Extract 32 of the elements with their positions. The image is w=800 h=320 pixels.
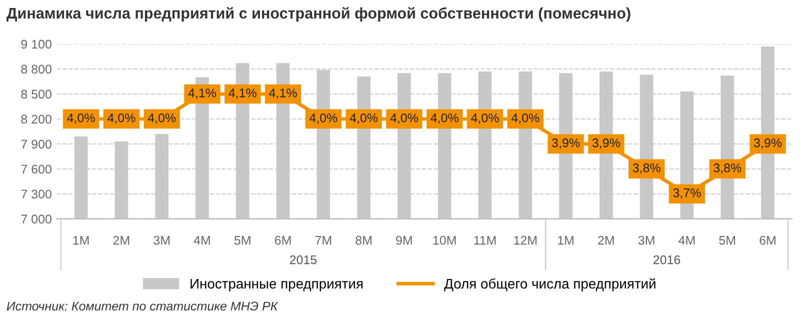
x-tick-label: 4M: [194, 236, 210, 245]
y-tick-label: 7 000: [21, 214, 52, 224]
x-tick-label: 1M: [558, 236, 574, 245]
text: 2015: [290, 255, 317, 264]
x-tick-label: 2M: [113, 236, 130, 245]
y-tick-label: 7 600: [21, 164, 52, 174]
legend-label: Иностранные предприятия: [190, 278, 363, 292]
x-tick-label: 10M: [433, 236, 456, 245]
y-tick-label: 7 900: [21, 140, 52, 149]
x-tick-label: 11M: [474, 236, 496, 245]
legend-label: Доля общего числа предприятий: [444, 278, 656, 292]
x-tick-label: 3M: [638, 236, 654, 245]
y-tick-label: 8 800: [21, 64, 52, 74]
y-tick-label: 8 200: [21, 114, 52, 124]
text: Источник: Комитет по статистике МНЭ РК: [6, 302, 278, 311]
x-tick-label: 4M: [678, 236, 695, 245]
x-tick-label: 7M: [315, 236, 332, 245]
y-tick-label: 7 300: [21, 190, 52, 199]
x-tick-label: 12M: [514, 236, 537, 245]
x-tick-label: 6M: [274, 236, 291, 245]
x-tick-label: 6M: [760, 236, 776, 245]
x-tick-label: 5M: [234, 236, 250, 245]
x-tick-label: 9M: [396, 236, 412, 245]
y-tick-label: 9 100: [21, 40, 52, 49]
x-tick-label: 5M: [719, 236, 736, 245]
x-tick-label: 8M: [356, 236, 372, 245]
y-tick-label: 8 500: [21, 90, 52, 99]
x-tick-label: 2M: [598, 236, 614, 245]
text: 2016: [654, 255, 680, 264]
x-tick-label: 3M: [154, 236, 170, 245]
chart-title: Динамика числа предприятий с иностранной формой собственности (помесячно): [6, 7, 630, 22]
x-tick-label: 1M: [73, 236, 89, 245]
